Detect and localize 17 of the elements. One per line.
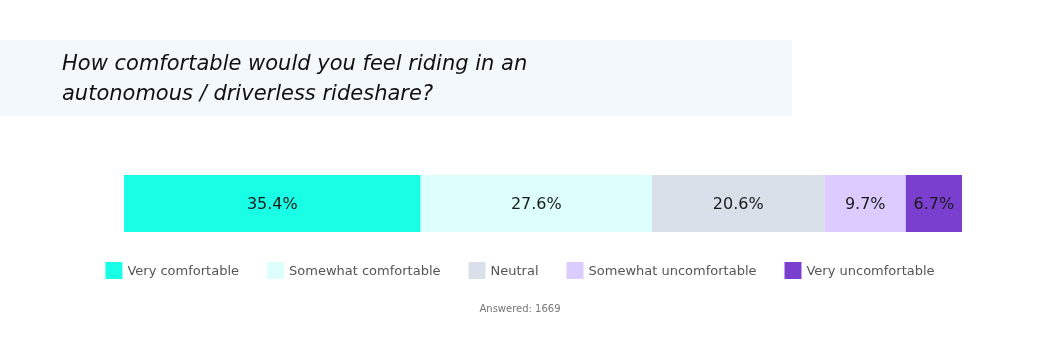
text: Answered: 1669 <box>479 302 561 314</box>
data-label: 20.6% <box>712 194 764 213</box>
data-label: 27.6% <box>510 194 562 213</box>
data-label: 35.4% <box>246 194 298 213</box>
legend-label: Somewhat uncomfortable <box>588 263 757 278</box>
legend-label: Somewhat comfortable <box>289 263 441 278</box>
legend-label: Neutral <box>490 263 539 278</box>
legend-label: Very comfortable <box>127 263 240 278</box>
bar <box>905 175 962 232</box>
bar <box>420 175 652 232</box>
bar <box>651 175 825 232</box>
bar <box>124 175 421 232</box>
chart-title: How comfortable would you feel riding in an autonomous / driverless rideshare? <box>62 51 534 105</box>
legend-label: Very uncomfortable <box>806 263 935 278</box>
data-label: 6.7% <box>913 194 955 213</box>
data-label: 9.7% <box>844 194 886 213</box>
bar <box>824 175 906 232</box>
